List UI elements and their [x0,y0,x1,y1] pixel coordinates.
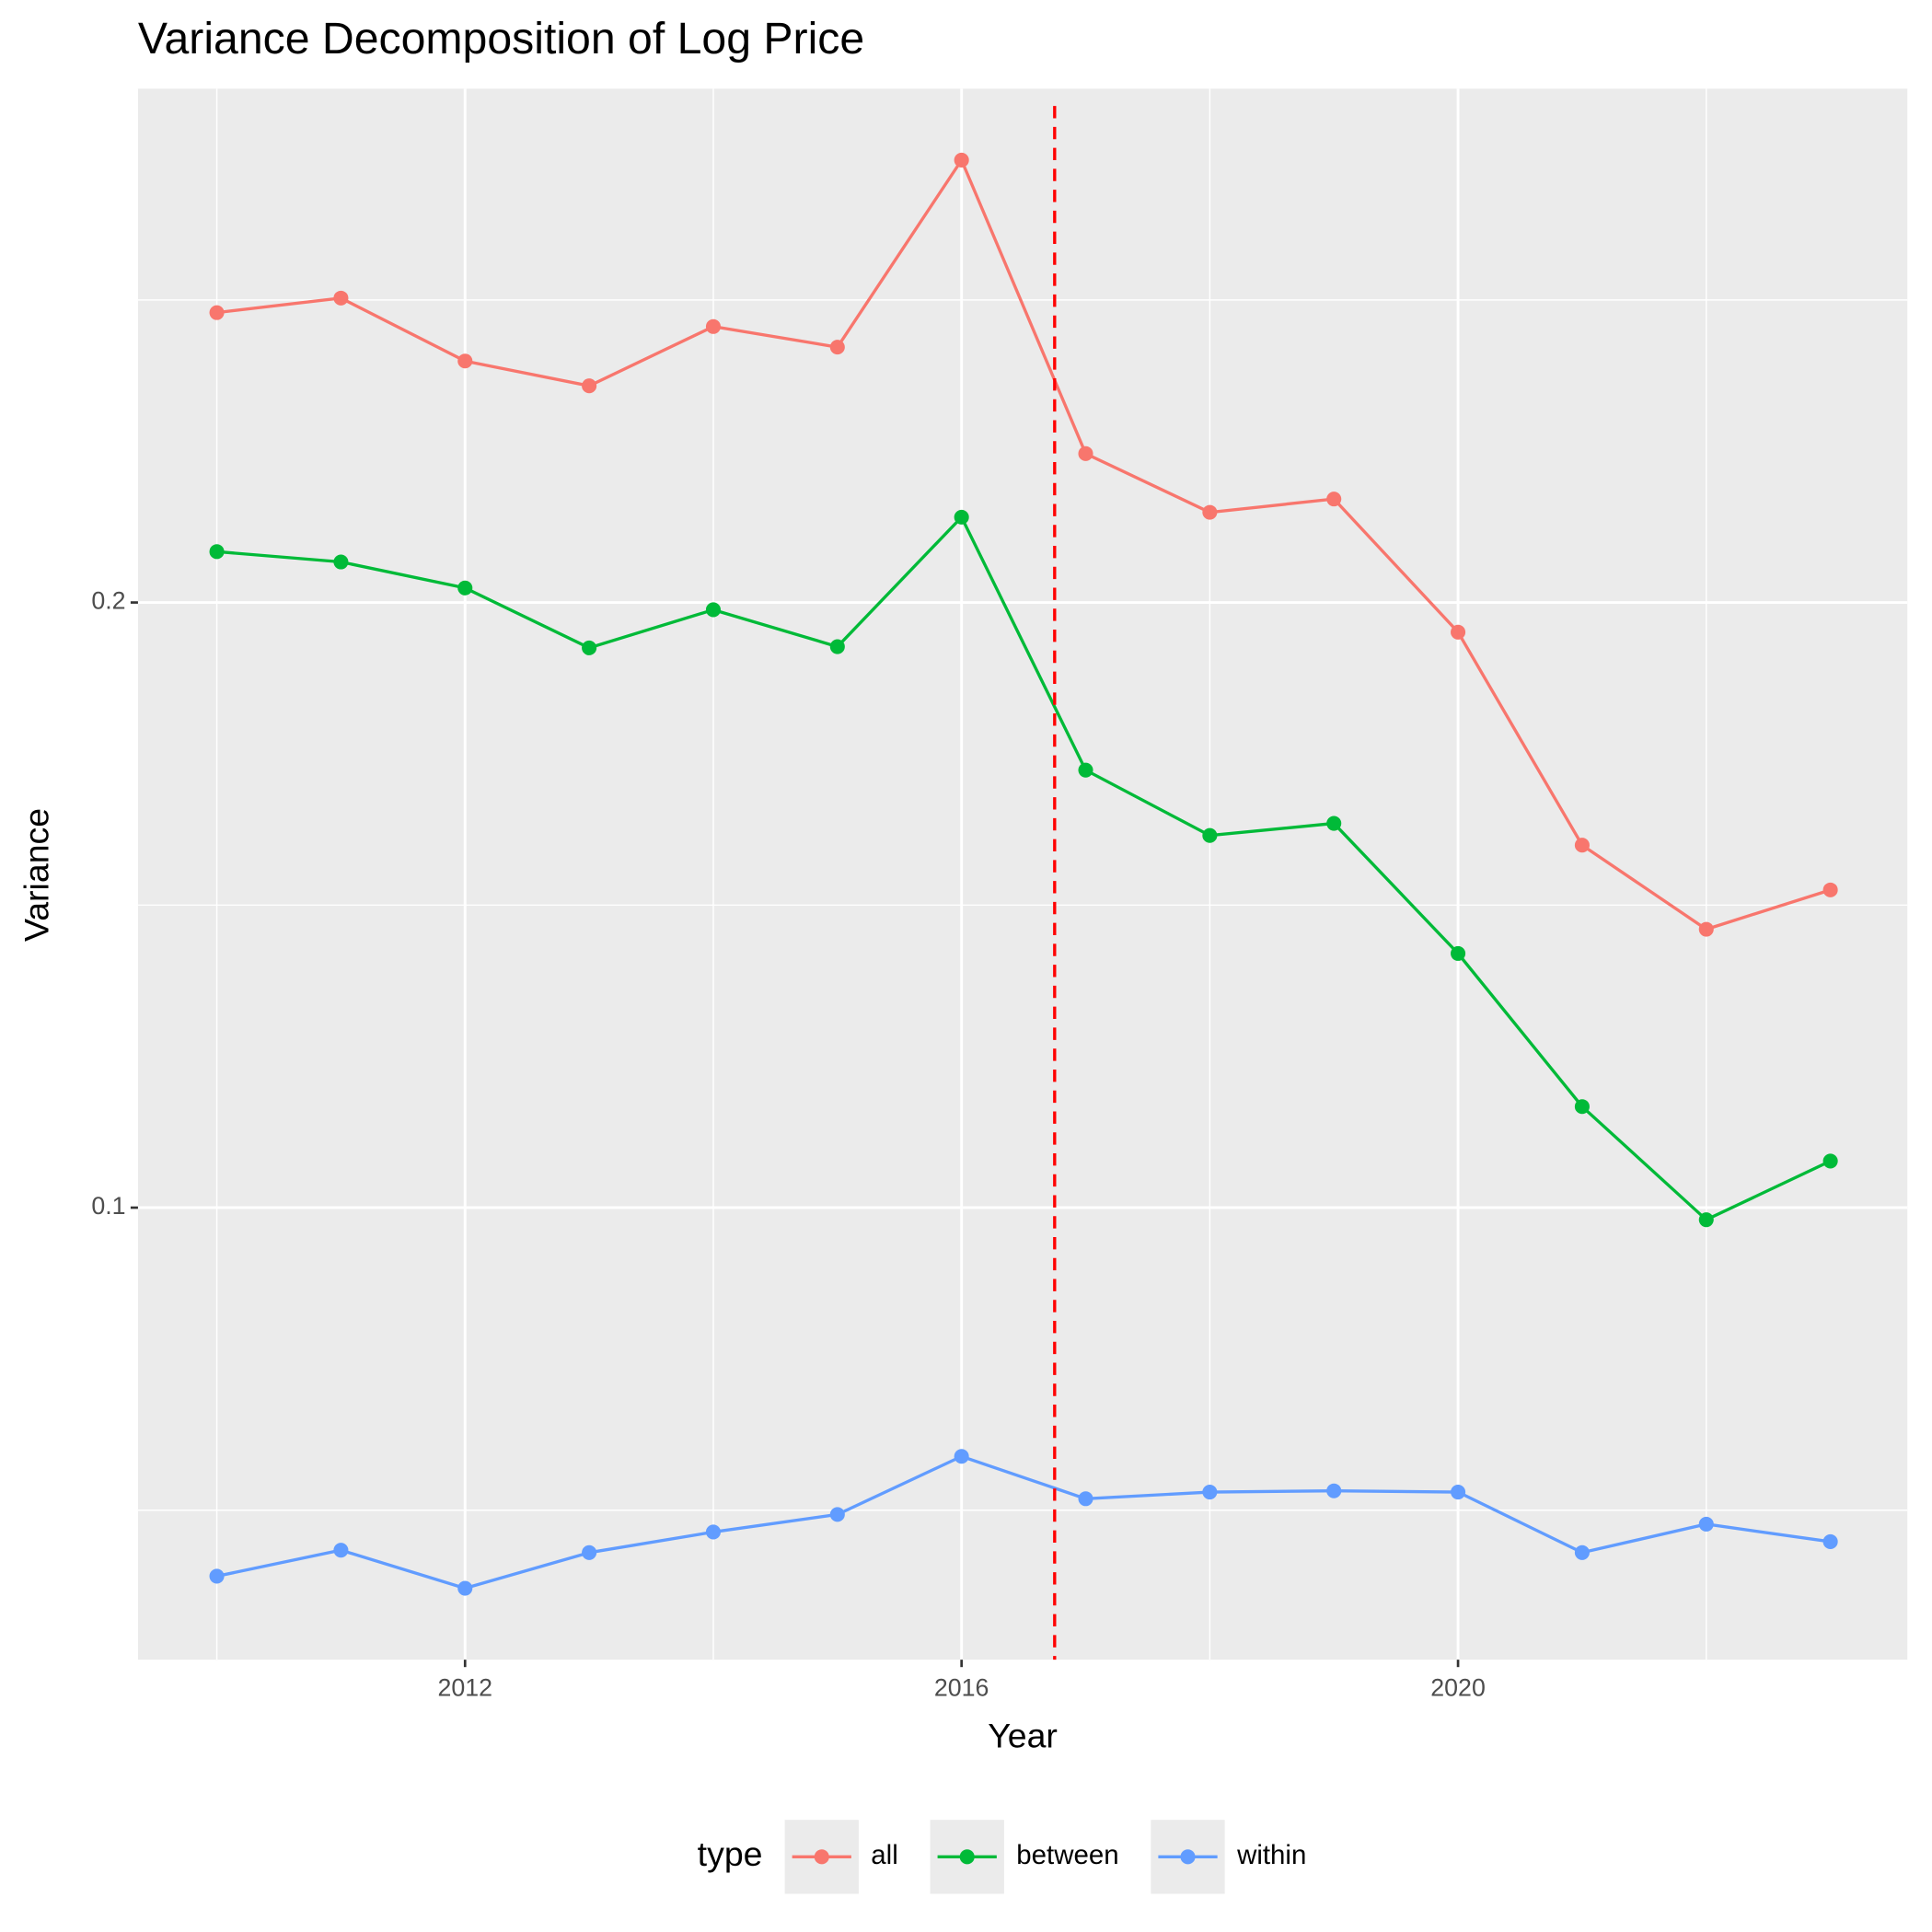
x-tick-label: 2016 [934,1673,989,1701]
point [582,1544,597,1560]
point [1078,1491,1093,1507]
point [1698,1516,1714,1532]
point [1451,945,1466,961]
legend-title: type [698,1834,763,1873]
point [705,318,721,334]
point [829,340,845,355]
legend-label: all [871,1840,897,1870]
point [1202,827,1218,843]
point [1326,1483,1342,1498]
point [1698,921,1714,937]
point [457,353,473,369]
point [1326,492,1342,507]
point [582,378,597,394]
y-tick-label: 0.1 [91,1192,125,1220]
series-line [216,1454,1831,1591]
x-tick-label: 2012 [437,1673,492,1701]
point [705,1524,721,1540]
point [209,1568,225,1584]
point [457,1580,473,1596]
point [333,1543,349,1558]
point [1451,1485,1466,1500]
x-axis-title: Year [988,1717,1058,1755]
legend-label: between [1016,1840,1118,1870]
point [829,1507,845,1522]
point [333,554,349,570]
point [1822,882,1838,897]
point [954,152,969,168]
point [582,640,597,655]
series-line [216,156,1832,931]
series-line [216,514,1832,1222]
point [333,290,349,306]
point [1574,1544,1590,1560]
point [209,544,225,560]
point [457,580,473,596]
point [1202,1485,1218,1500]
chart-title: Variance Decomposition of Log Price [138,14,864,64]
plot-panel [137,88,1908,1660]
point [1822,1533,1838,1549]
point [1326,816,1342,831]
point [705,602,721,618]
x-tick-label: 2020 [1430,1673,1486,1701]
point [1078,762,1093,778]
point [209,305,225,320]
point [1822,1153,1838,1169]
y-tick-label: 0.2 [91,587,125,615]
legend-point [814,1849,829,1865]
legend-point [959,1849,975,1865]
point [1078,445,1093,461]
point [1574,1099,1590,1115]
point [1451,624,1466,640]
point [1202,504,1218,520]
point [954,509,969,525]
y-axis-title: Variance [17,808,56,942]
point [829,639,845,654]
point [1574,838,1590,853]
legend-point [1180,1849,1196,1865]
point [954,1449,969,1464]
legend-label: within [1236,1840,1306,1870]
point [1698,1212,1714,1228]
